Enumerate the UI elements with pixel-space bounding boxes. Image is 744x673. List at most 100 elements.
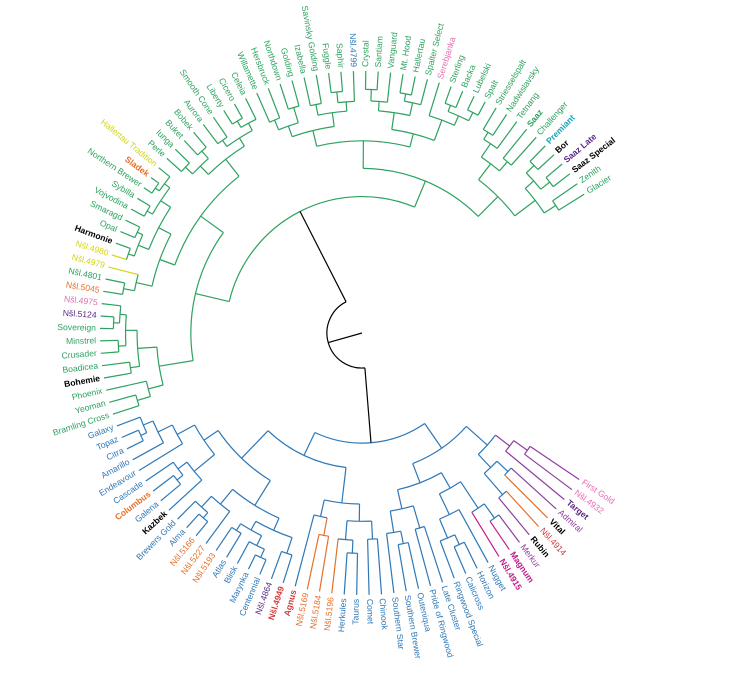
branch-segment: [471, 511, 500, 557]
branch-segment: [109, 394, 136, 403]
branch-segment: [420, 79, 428, 105]
branch-arc: [210, 495, 231, 512]
branch-segment: [177, 461, 188, 470]
branch-segment: [101, 361, 130, 367]
branch-arc: [439, 481, 461, 495]
branch-segment: [183, 140, 199, 156]
leaf-label: Taurus: [350, 599, 361, 625]
branch-segment: [502, 128, 528, 159]
branch-segment: [514, 199, 536, 217]
branch-segment: [315, 74, 322, 104]
leaf-label: Saphir: [334, 43, 346, 69]
branch-segment: [150, 177, 160, 184]
branch-segment: [250, 521, 257, 531]
branch-arc: [152, 420, 165, 444]
branch-segment: [455, 90, 464, 108]
root-stub: [328, 332, 363, 344]
branch-segment: [412, 463, 421, 484]
branch-arc: [231, 526, 242, 534]
branch-segment: [529, 145, 546, 162]
leaf-label: Vanguard: [385, 31, 399, 69]
branch-segment: [138, 443, 183, 472]
branch-segment: [100, 339, 119, 342]
branch-segment: [111, 254, 127, 261]
branch-segment: [356, 553, 359, 595]
branch-segment: [282, 554, 293, 584]
branch-arc: [173, 475, 182, 485]
branch-segment: [100, 315, 114, 318]
branch-segment: [143, 420, 154, 426]
branch-segment: [126, 440, 144, 450]
branch-segment: [504, 474, 549, 519]
branch-segment: [100, 351, 119, 354]
branch-segment: [453, 115, 460, 126]
branch-segment: [537, 154, 555, 170]
branch-arc: [545, 177, 554, 187]
branch-segment: [529, 445, 580, 480]
branch-segment: [343, 552, 348, 595]
branch-segment: [121, 429, 139, 439]
branch-segment: [552, 183, 578, 202]
branch-segment: [467, 95, 475, 111]
branch-segment: [186, 513, 200, 529]
branch-segment: [453, 546, 467, 574]
branch-segment: [247, 554, 256, 570]
leaf-label: Fuggle: [320, 42, 333, 70]
branch-segment: [454, 534, 460, 545]
branch-segment: [148, 384, 164, 390]
leaf-label: Comet: [365, 599, 376, 625]
branch-arc: [367, 538, 378, 540]
branch-arc: [447, 110, 469, 122]
branch-segment: [137, 346, 157, 349]
root-arc: [326, 301, 365, 369]
branch-segment: [525, 164, 535, 174]
leaf-label: Nšl.5124: [62, 308, 97, 320]
branch-segment: [270, 551, 283, 580]
branch-segment: [440, 472, 451, 489]
branch-segment: [391, 112, 395, 130]
branch-segment: [505, 450, 565, 500]
branch-segment: [331, 112, 335, 127]
branch-segment: [238, 137, 245, 147]
branch-segment: [286, 537, 293, 554]
branch-segment: [168, 479, 203, 511]
branch-segment: [233, 103, 243, 119]
branch-segment: [524, 453, 573, 491]
branch-segment: [105, 278, 125, 284]
branch-segment: [480, 143, 491, 158]
leaf-label: Herkules: [336, 598, 348, 633]
branch-segment: [412, 505, 421, 529]
branch-arc: [363, 167, 479, 217]
leaf-label: Southern Star: [390, 596, 406, 650]
branch-segment: [160, 483, 181, 502]
branch-segment: [103, 290, 123, 295]
leaf-label: Nšl.5045: [65, 280, 100, 295]
branch-segment: [328, 73, 332, 93]
branch-segment: [130, 365, 140, 369]
branch-arc: [255, 554, 267, 561]
branch-segment: [137, 395, 151, 401]
branch-segment: [482, 107, 497, 130]
branch-segment: [136, 231, 143, 236]
branch-segment: [323, 517, 328, 536]
branch-arc: [267, 430, 347, 469]
branch-arc: [390, 505, 414, 512]
branch-segment: [143, 187, 153, 194]
branch-segment: [397, 544, 407, 592]
branch-segment: [291, 80, 300, 107]
branch-arc: [197, 146, 207, 156]
branch-arc: [158, 176, 171, 192]
branch-segment: [225, 158, 240, 177]
branch-segment: [498, 514, 520, 543]
branch-segment: [226, 532, 242, 558]
branch-arc: [186, 461, 203, 481]
branch-segment: [423, 526, 444, 583]
branch-segment: [108, 266, 139, 276]
branch-arc: [467, 109, 479, 116]
branch-segment: [132, 442, 164, 461]
branch-arc: [118, 305, 122, 324]
branch-arc: [524, 446, 531, 455]
branch-segment: [352, 71, 355, 102]
branch-segment: [146, 210, 153, 215]
branch-segment: [389, 510, 395, 533]
